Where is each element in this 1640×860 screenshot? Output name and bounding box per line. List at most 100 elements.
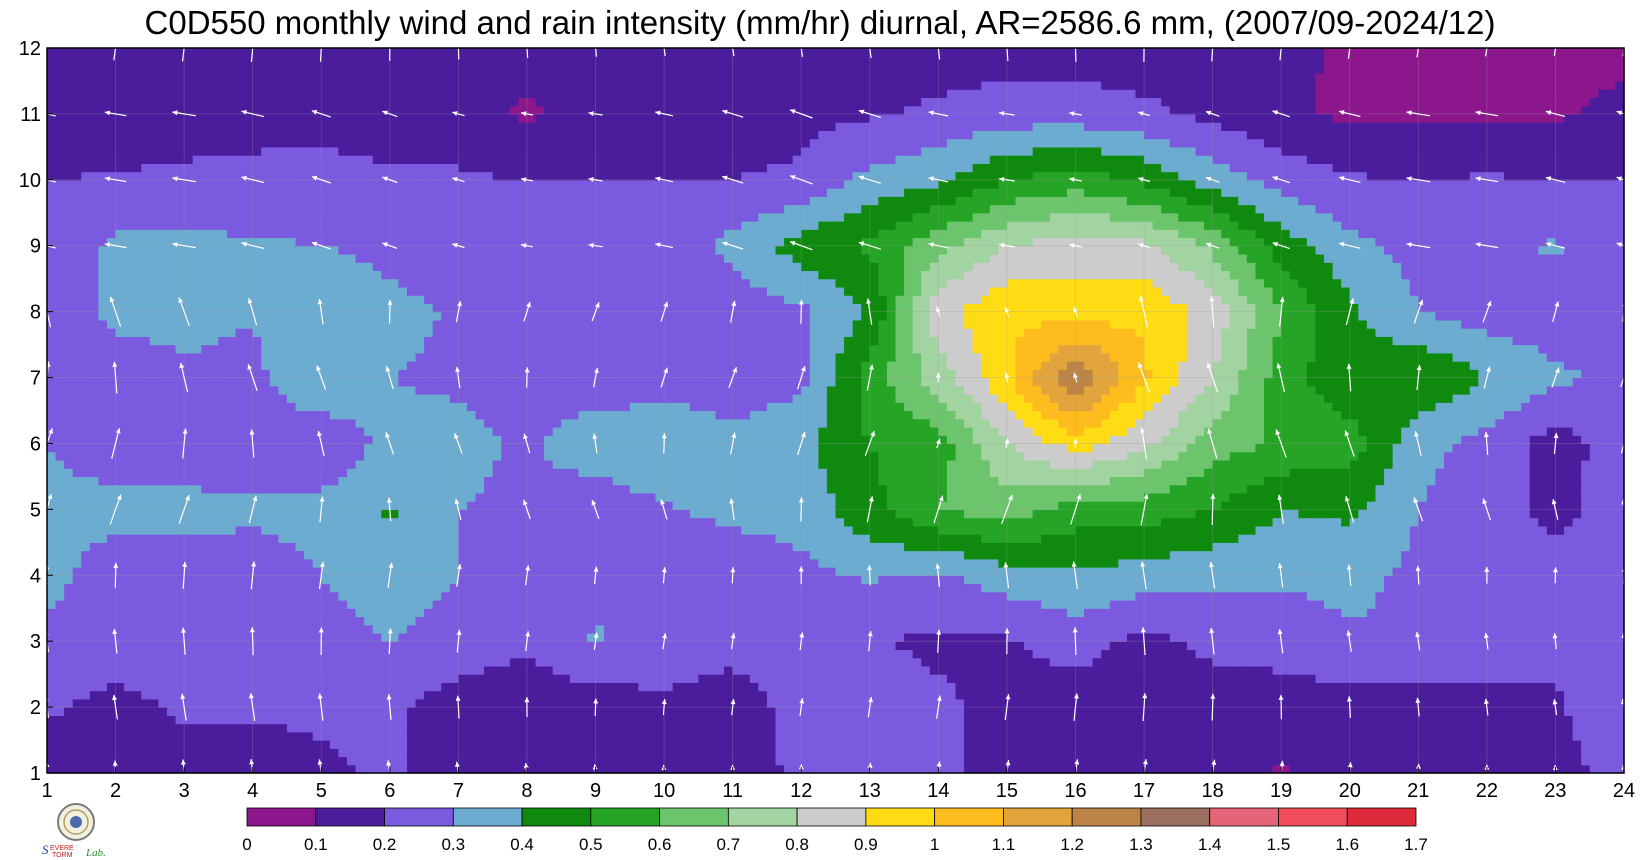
heatmap-cell bbox=[724, 723, 734, 733]
heatmap-cell bbox=[912, 674, 922, 683]
heatmap-cell bbox=[1024, 591, 1034, 601]
heatmap-cell bbox=[1135, 567, 1145, 576]
heatmap-cell bbox=[1246, 657, 1257, 667]
heatmap-cell bbox=[955, 616, 965, 626]
heatmap-cell bbox=[1341, 674, 1351, 683]
heatmap-cell bbox=[295, 657, 305, 667]
heatmap-cell bbox=[1478, 608, 1488, 618]
heatmap-cell bbox=[1212, 698, 1222, 708]
heatmap-cell bbox=[321, 682, 331, 692]
heatmap-cell bbox=[569, 567, 579, 576]
heatmap-cell bbox=[1486, 575, 1497, 585]
heatmap-cell bbox=[964, 649, 974, 659]
heatmap-cell bbox=[304, 674, 314, 683]
heatmap-cell bbox=[981, 649, 991, 659]
heatmap-cell bbox=[869, 723, 879, 733]
heatmap-cell bbox=[64, 632, 74, 642]
heatmap-cell bbox=[458, 665, 468, 675]
heatmap-cell bbox=[55, 690, 65, 700]
heatmap-cell bbox=[552, 740, 562, 749]
heatmap-cell bbox=[1058, 632, 1068, 642]
heatmap-cell bbox=[501, 690, 511, 700]
heatmap-cell bbox=[98, 665, 108, 675]
heatmap-cell bbox=[1221, 591, 1231, 601]
heatmap-cell bbox=[1306, 583, 1317, 593]
heatmap-cell bbox=[1589, 674, 1599, 683]
heatmap-cell bbox=[98, 756, 108, 766]
heatmap-cell bbox=[1298, 707, 1308, 716]
heatmap-cell bbox=[1606, 665, 1617, 675]
heatmap-cell bbox=[818, 682, 828, 692]
heatmap-cell bbox=[801, 690, 811, 700]
heatmap-cell bbox=[1469, 707, 1479, 716]
heatmap-cell bbox=[732, 641, 742, 651]
heatmap-cell bbox=[141, 649, 151, 659]
heatmap-cell bbox=[1315, 731, 1325, 741]
heatmap-cell bbox=[989, 740, 999, 749]
heatmap-cell bbox=[98, 542, 108, 552]
heatmap-cell bbox=[1195, 624, 1205, 634]
heatmap-cell bbox=[509, 764, 519, 774]
heatmap-cell bbox=[998, 599, 1008, 609]
heatmap-cell bbox=[466, 682, 477, 692]
heatmap-cell bbox=[209, 657, 220, 667]
heatmap-cell bbox=[312, 764, 322, 774]
heatmap-cell bbox=[475, 715, 485, 725]
heatmap-cell bbox=[175, 740, 185, 749]
heatmap-cell bbox=[621, 764, 631, 774]
heatmap-cell bbox=[835, 608, 845, 618]
heatmap-cell bbox=[646, 764, 657, 774]
heatmap-cell bbox=[278, 707, 288, 716]
heatmap-cell bbox=[1452, 764, 1462, 774]
heatmap-cell bbox=[638, 567, 648, 576]
heatmap-cell bbox=[1229, 641, 1239, 651]
heatmap-cell bbox=[929, 756, 939, 766]
heatmap-cell bbox=[1358, 665, 1368, 675]
heatmap-cell bbox=[1358, 575, 1368, 585]
heatmap-cell bbox=[1478, 599, 1488, 609]
heatmap-cell bbox=[612, 641, 622, 651]
heatmap-cell bbox=[244, 624, 254, 634]
heatmap-cell bbox=[1084, 764, 1094, 774]
heatmap-cell bbox=[55, 657, 65, 667]
heatmap-cell bbox=[809, 599, 819, 609]
heatmap-cell bbox=[955, 764, 965, 774]
heatmap-cell bbox=[406, 632, 417, 642]
heatmap-cell bbox=[1486, 591, 1497, 601]
heatmap-cell bbox=[1392, 698, 1402, 708]
heatmap-cell bbox=[612, 731, 622, 741]
heatmap-cell bbox=[132, 731, 142, 741]
heatmap-cell bbox=[1118, 690, 1128, 700]
heatmap-cell bbox=[1555, 682, 1565, 692]
heatmap-cell bbox=[1238, 599, 1248, 609]
heatmap-cell bbox=[509, 731, 519, 741]
heatmap-cell bbox=[1495, 764, 1505, 774]
heatmap-cell bbox=[72, 674, 82, 683]
heatmap-cell bbox=[861, 567, 871, 576]
heatmap-cell bbox=[1564, 723, 1574, 733]
heatmap-cell bbox=[406, 690, 417, 700]
heatmap-cell bbox=[1461, 558, 1471, 568]
heatmap-cell bbox=[809, 723, 819, 733]
heatmap-cell bbox=[1504, 723, 1514, 733]
heatmap-cell bbox=[535, 764, 545, 774]
heatmap-cell bbox=[878, 599, 888, 609]
heatmap-cell bbox=[638, 682, 648, 692]
heatmap-cell bbox=[766, 690, 777, 700]
heatmap-cell bbox=[201, 748, 211, 758]
heatmap-cell bbox=[1418, 740, 1428, 749]
heatmap-cell bbox=[1015, 641, 1025, 651]
heatmap-cell bbox=[1221, 657, 1231, 667]
heatmap-cell bbox=[166, 575, 177, 585]
heatmap-cell bbox=[732, 740, 742, 749]
heatmap-cell bbox=[72, 748, 82, 758]
heatmap-cell bbox=[64, 715, 74, 725]
heatmap-cell bbox=[938, 731, 948, 741]
heatmap-cell bbox=[1264, 558, 1274, 568]
heatmap-cell bbox=[886, 682, 897, 692]
heatmap-cell bbox=[484, 698, 494, 708]
heatmap-cell bbox=[149, 715, 160, 725]
heatmap-cell bbox=[1358, 756, 1368, 766]
heatmap-cell bbox=[646, 682, 657, 692]
heatmap-cell bbox=[55, 599, 65, 609]
